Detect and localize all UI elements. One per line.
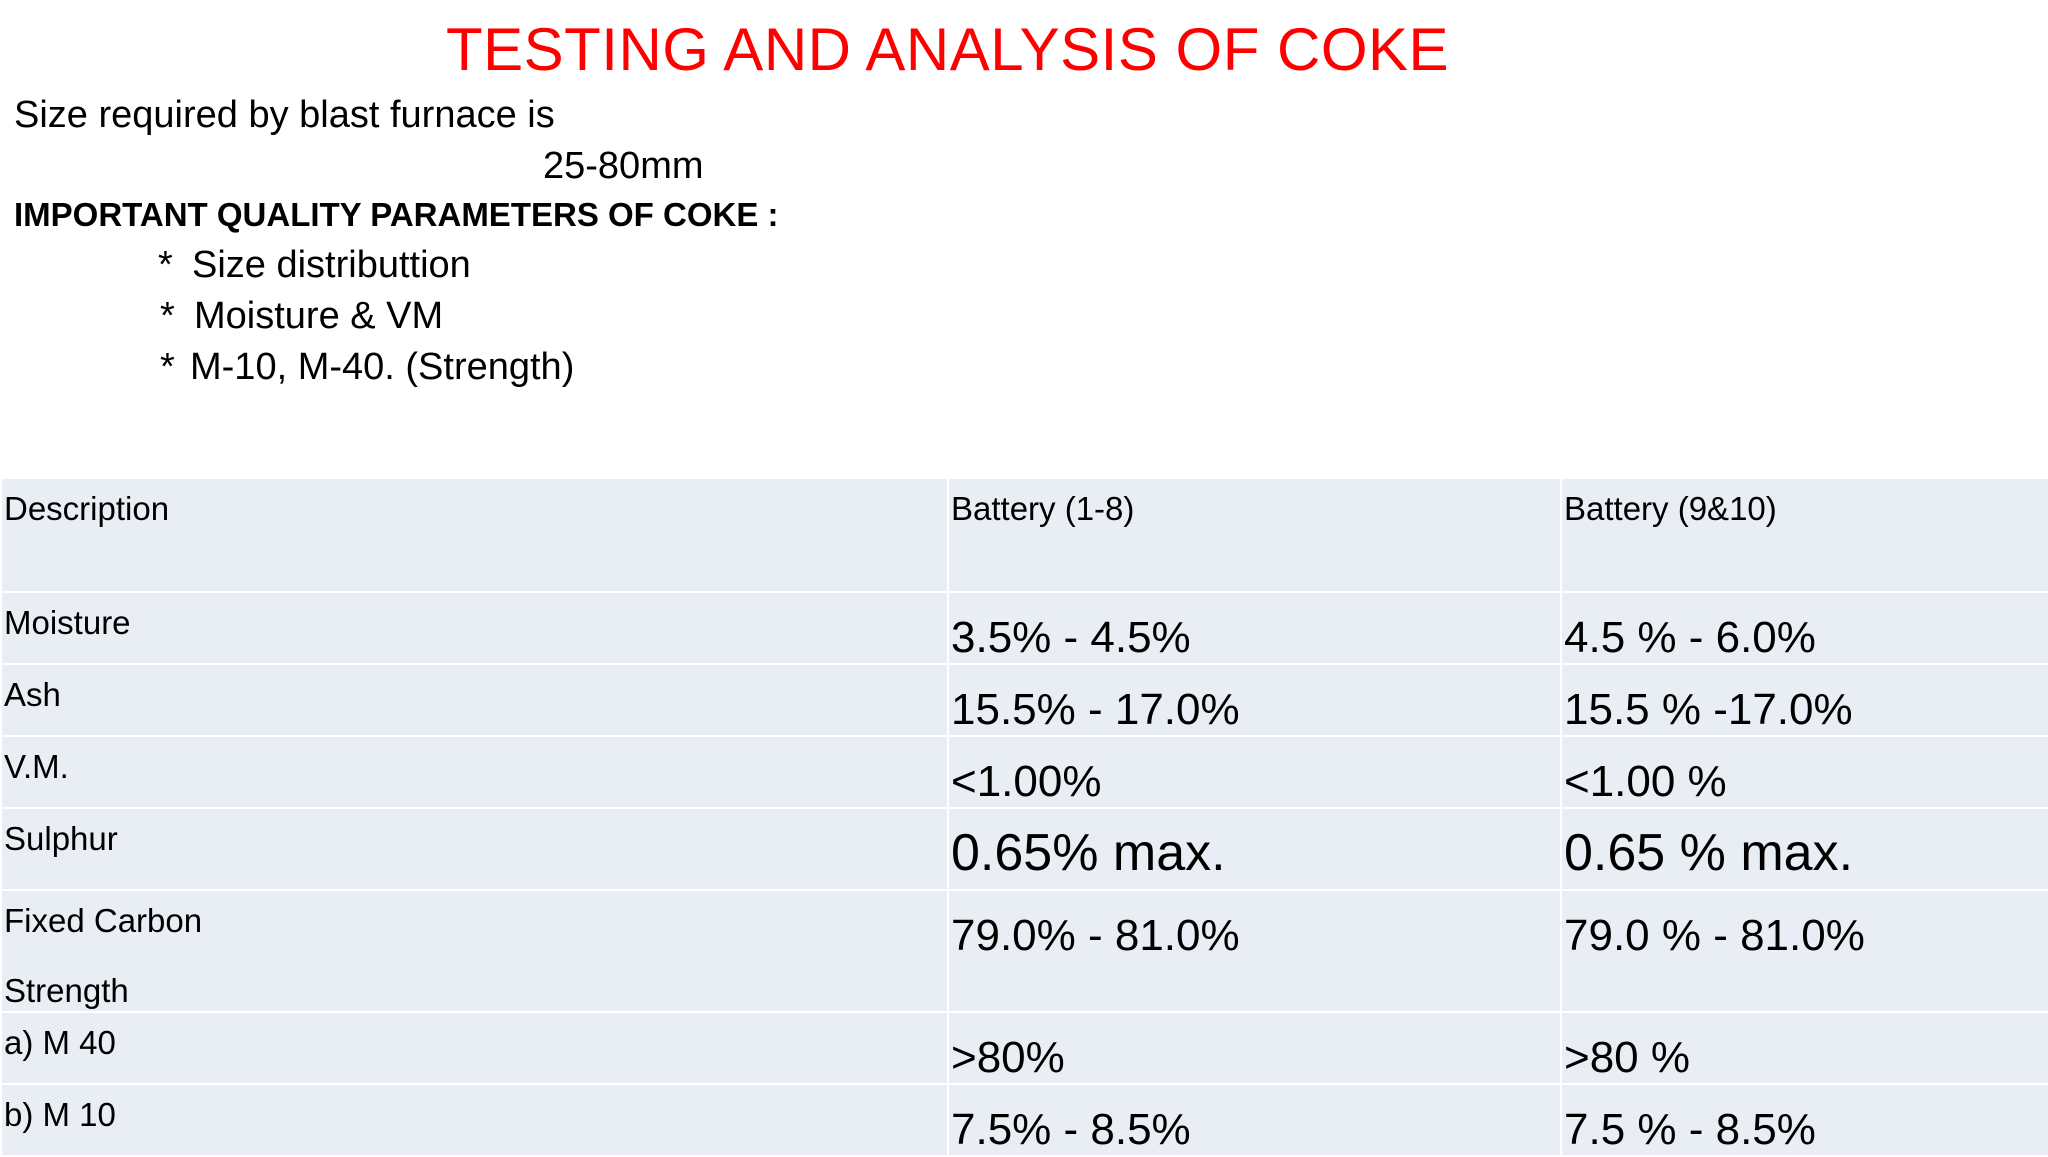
- header-battery-1-8: Battery (1-8): [947, 477, 1562, 593]
- row-battery-1-8-value: <1.00%: [947, 735, 1562, 809]
- coke-quality-table: Description Battery (1-8) Battery (9&10)…: [0, 477, 2048, 1157]
- row-sub-description: Strength: [4, 972, 129, 1009]
- parameter-item: * M-10, M-40. (Strength): [160, 344, 574, 390]
- row-battery-9-10-value: 79.0 % - 81.0%: [1560, 889, 2048, 1013]
- table-row: Moisture 3.5% - 4.5% 4.5 % - 6.0%: [0, 591, 2048, 665]
- table-row: V.M. <1.00% <1.00 %: [0, 735, 2048, 809]
- parameters-heading: IMPORTANT QUALITY PARAMETERS OF COKE :: [14, 196, 779, 233]
- row-battery-9-10-value: 0.65 % max.: [1560, 807, 2048, 891]
- row-battery-1-8-value: >80%: [947, 1011, 1562, 1085]
- parameter-item: * Moisture & VM: [160, 293, 443, 339]
- table-header-row: Description Battery (1-8) Battery (9&10): [0, 477, 2048, 593]
- header-description: Description: [0, 477, 949, 593]
- row-description: Ash: [0, 663, 949, 737]
- row-battery-1-8-value: 15.5% - 17.0%: [947, 663, 1562, 737]
- row-battery-1-8-value: 7.5% - 8.5%: [947, 1083, 1562, 1157]
- table-row: b) M 10 7.5% - 8.5% 7.5 % - 8.5%: [0, 1083, 2048, 1157]
- parameter-item-label: Moisture & VM: [194, 295, 444, 337]
- parameter-item: * Size distributtion: [158, 242, 471, 288]
- bullet-star-icon: *: [160, 295, 175, 337]
- row-description: Sulphur: [0, 807, 949, 891]
- intro-size-value: 25-80mm: [543, 145, 704, 187]
- row-battery-9-10-value: <1.00 %: [1560, 735, 2048, 809]
- row-description: Moisture: [0, 591, 949, 665]
- row-description-cell: Fixed Carbon Strength: [0, 889, 949, 1013]
- row-description: Fixed Carbon: [4, 902, 203, 939]
- row-battery-9-10-value: >80 %: [1560, 1011, 2048, 1085]
- table-row: Fixed Carbon Strength 79.0% - 81.0% 79.0…: [0, 889, 2048, 1013]
- table-row: a) M 40 >80% >80 %: [0, 1011, 2048, 1085]
- row-battery-9-10-value: 7.5 % - 8.5%: [1560, 1083, 2048, 1157]
- parameter-item-label: Size distributtion: [192, 244, 471, 286]
- table-row: Sulphur 0.65% max. 0.65 % max.: [0, 807, 2048, 891]
- header-battery-9-10: Battery (9&10): [1560, 477, 2048, 593]
- bullet-star-icon: *: [158, 244, 173, 286]
- intro-text: Size required by blast furnace is: [14, 94, 555, 136]
- row-battery-1-8-value: 3.5% - 4.5%: [947, 591, 1562, 665]
- bullet-star-icon: *: [160, 346, 175, 388]
- row-battery-1-8-value: 0.65% max.: [947, 807, 1562, 891]
- row-battery-9-10-value: 15.5 % -17.0%: [1560, 663, 2048, 737]
- row-battery-9-10-value: 4.5 % - 6.0%: [1560, 591, 2048, 665]
- row-description: a) M 40: [0, 1011, 949, 1085]
- parameter-item-label: M-10, M-40. (Strength): [190, 346, 575, 388]
- slide-title: TESTING AND ANALYSIS OF COKE: [445, 16, 1450, 83]
- row-description: b) M 10: [0, 1083, 949, 1157]
- row-description: V.M.: [0, 735, 949, 809]
- table-row: Ash 15.5% - 17.0% 15.5 % -17.0%: [0, 663, 2048, 737]
- row-battery-1-8-value: 79.0% - 81.0%: [947, 889, 1562, 1013]
